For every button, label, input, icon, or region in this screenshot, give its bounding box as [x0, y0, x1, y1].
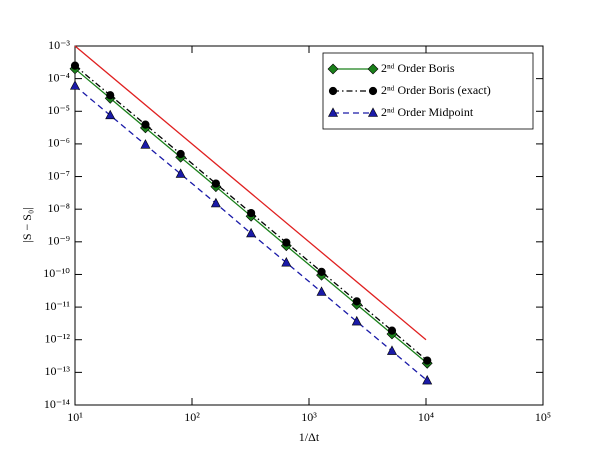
- marker: [247, 208, 256, 218]
- y-tick-label: 10⁻¹³: [44, 364, 70, 378]
- y-tick-label: 10⁻³: [48, 38, 70, 52]
- y-tick-label: 10⁻⁸: [47, 201, 70, 215]
- x-tick-label: 10²: [184, 410, 200, 424]
- marker: [282, 238, 291, 247]
- y-tick-label: 10⁻¹²: [44, 331, 70, 345]
- marker: [316, 286, 327, 296]
- marker: [367, 63, 379, 75]
- legend-box: [322, 52, 534, 130]
- marker: [105, 109, 116, 120]
- x-axis-label: 1/Δt: [299, 430, 320, 444]
- marker: [141, 120, 150, 129]
- legend: 2ⁿᵈ Order Boris 2ⁿᵈ Order Boris (exact) 2ⁿ…: [322, 52, 534, 130]
- y-tick-label: 10⁻⁹: [47, 234, 70, 248]
- marker: [387, 326, 397, 335]
- y-tick-label: 10⁻¹¹: [44, 299, 70, 313]
- marker: [210, 197, 221, 208]
- marker: [423, 356, 432, 365]
- marker: [140, 139, 151, 149]
- x-tick-label: 10⁴: [418, 410, 434, 424]
- series-line: [74, 45, 427, 341]
- legend-label: 2ⁿᵈ Order Boris (exact): [381, 83, 491, 97]
- series-line: [74, 85, 428, 382]
- y-tick-label: 10⁻⁵: [47, 103, 70, 117]
- marker: [351, 315, 362, 326]
- y-tick-label: 10⁻¹⁰: [43, 266, 70, 280]
- marker: [352, 297, 361, 306]
- legend-label: 2ⁿᵈ Order Boris: [381, 61, 455, 75]
- y-tick-label: 10⁻⁶: [47, 136, 70, 150]
- marker: [176, 149, 185, 159]
- marker: [422, 374, 433, 385]
- marker: [106, 91, 115, 100]
- y-axis-label: |S − S₀|: [20, 207, 34, 242]
- marker: [328, 107, 338, 117]
- marker: [327, 63, 339, 75]
- x-tick-label: 10³: [301, 410, 317, 424]
- y-tick-label: 10⁻⁷: [47, 168, 70, 182]
- marker: [317, 267, 326, 276]
- marker: [175, 168, 186, 178]
- marker: [70, 61, 80, 70]
- marker: [70, 80, 80, 90]
- x-tick-label: 10¹: [67, 410, 83, 424]
- marker: [328, 86, 338, 96]
- y-tick-label: 10⁻⁴: [47, 70, 70, 84]
- marker: [281, 257, 292, 267]
- marker: [246, 227, 257, 238]
- marker: [368, 86, 378, 96]
- x-tick-label: 10⁵: [535, 410, 551, 424]
- marker: [386, 345, 397, 355]
- marker: [211, 179, 220, 188]
- marker: [368, 107, 378, 117]
- y-tick-label: 10⁻¹⁴: [44, 397, 70, 411]
- legend-label: 2ⁿᵈ Order Midpoint: [381, 105, 474, 119]
